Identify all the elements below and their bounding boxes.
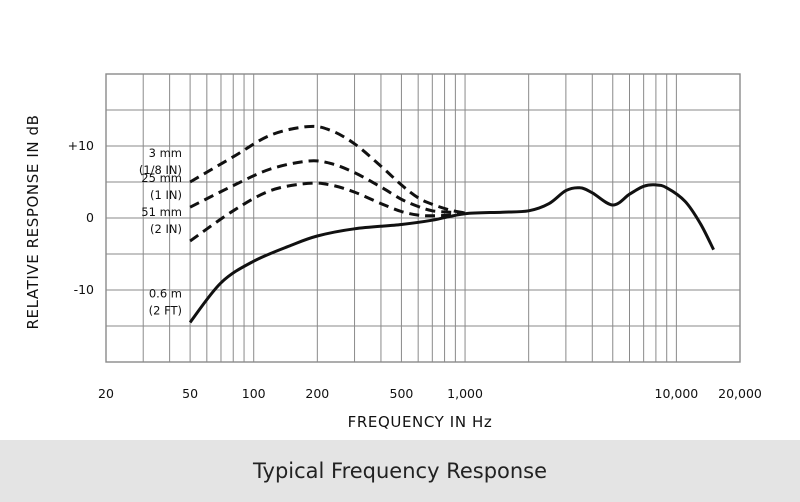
series-line-4 xyxy=(188,183,715,324)
series-line-1 xyxy=(189,124,466,215)
x-tick-label: 10,000 xyxy=(655,386,699,401)
x-tick-label: 20,000 xyxy=(718,386,762,401)
x-tick-label: 1,000 xyxy=(447,386,483,401)
series-label-3: (2 IN) xyxy=(150,222,182,236)
x-tick-label: 200 xyxy=(305,386,329,401)
series-labels: 3 mm (1/8 IN)25 mm (1 IN) 51 mm (2 IN) 0.6 m (… xyxy=(139,146,182,317)
series-label-1: (1/8 IN) xyxy=(139,163,182,177)
y-axis-label: RELATIVE RESPONSE IN dB xyxy=(24,114,42,329)
x-tick-label: 500 xyxy=(390,386,414,401)
x-axis-label: FREQUENCY IN Hz xyxy=(348,413,493,431)
series-line-2 xyxy=(189,159,466,215)
x-tick-label: 20 xyxy=(98,386,114,401)
series-label-2: (1 IN) xyxy=(150,188,182,202)
caption-bar: Typical Frequency Response xyxy=(0,440,800,502)
frequency-response-chart: 3 mm (1/8 IN)25 mm (1 IN) 51 mm (2 IN) 0.6 m (… xyxy=(24,73,762,431)
plot-curves xyxy=(188,124,715,324)
series-label-3: 51 mm xyxy=(141,205,182,219)
y-tick-label: +10 xyxy=(68,138,94,153)
figure-caption: Typical Frequency Response xyxy=(252,459,548,483)
x-tick-label: 100 xyxy=(242,386,266,401)
y-axis-ticks: +10 0 -10 xyxy=(68,138,94,297)
series-line-3 xyxy=(189,181,466,243)
series-label-4: (2 FT) xyxy=(149,303,182,317)
y-tick-label: -10 xyxy=(74,282,94,297)
y-tick-label: 0 xyxy=(86,210,94,225)
series-label-2: 25 mm xyxy=(141,171,182,185)
x-tick-label: 50 xyxy=(182,386,198,401)
series-label-1: 3 mm xyxy=(149,146,182,160)
plot-grid xyxy=(105,73,741,363)
x-axis-ticks: 20 50 100 200 500 1,000 10,000 20,000 xyxy=(98,386,762,401)
series-label-4: 0.6 m xyxy=(149,286,182,300)
